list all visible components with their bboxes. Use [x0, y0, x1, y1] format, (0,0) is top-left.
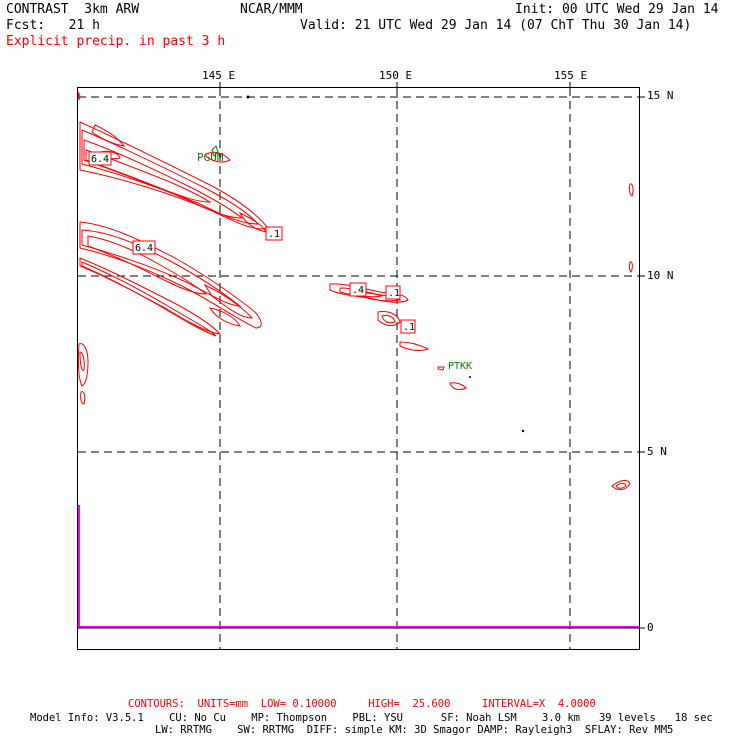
contour-label-4: .4 [352, 285, 364, 296]
init-time: Init: 00 UTC Wed 29 Jan 14 [515, 2, 719, 17]
contour-box-1 [88, 151, 112, 166]
lat-lon-grid [78, 88, 639, 649]
contour-lower-band [79, 221, 262, 329]
contour-box-4 [349, 282, 367, 297]
model-info-line1: Model Info: V3.5.1 CU: No Cu MP: Thompso… [30, 712, 713, 724]
contours-info: CONTOURS: UNITS=mm LOW= 0.10000 HIGH= 25… [128, 698, 596, 710]
contour-box-3 [265, 226, 283, 241]
model-info-line2: LW: RRTMG SW: RRTMG DIFF: simple KM: 3D … [155, 724, 674, 736]
lon-label-145: 145 E [202, 69, 236, 82]
contour-label-texts: 6.4 6.4 .1 .4 .1 .1 [91, 154, 415, 333]
contour-box-2 [132, 240, 156, 255]
lat-label-0: 0 [647, 621, 654, 634]
lat-label-5n: 5 N [647, 445, 667, 458]
center-title: NCAR/MMM [240, 2, 303, 17]
contour-box-5 [385, 285, 401, 300]
map-frame [77, 87, 640, 650]
guam-outline [211, 145, 219, 157]
lon-label-150: 150 E [379, 69, 413, 82]
frame-ticks [219, 82, 645, 629]
model-title: CONTRAST 3km ARW [6, 2, 140, 17]
station-ptkk: PTKK [448, 361, 473, 372]
contour-label-3: .1 [268, 229, 280, 240]
contour-label-boxes [88, 151, 416, 334]
domain-boundary [78, 505, 639, 628]
island-markers [246, 95, 525, 433]
contour-box-6 [400, 319, 416, 334]
contour-label-2: 6.4 [135, 243, 153, 254]
station-pgum: PGUM [197, 151, 224, 164]
valid-time: Valid: 21 UTC Wed 29 Jan 14 (07 ChT Thu … [300, 18, 692, 33]
forecast-hour: Fcst: 21 h [6, 18, 100, 33]
lat-label-15n: 15 N [647, 89, 674, 102]
contour-label-1: 6.4 [91, 154, 109, 165]
lat-label-10n: 10 N [647, 269, 674, 282]
contour-label-6: .1 [403, 322, 415, 333]
lon-label-155: 155 E [554, 69, 588, 82]
contour-left-edge [77, 343, 89, 387]
contour-right-patches [628, 183, 634, 197]
contour-label-5: .1 [388, 288, 400, 299]
field-title: Explicit precip. in past 3 h [6, 34, 226, 49]
